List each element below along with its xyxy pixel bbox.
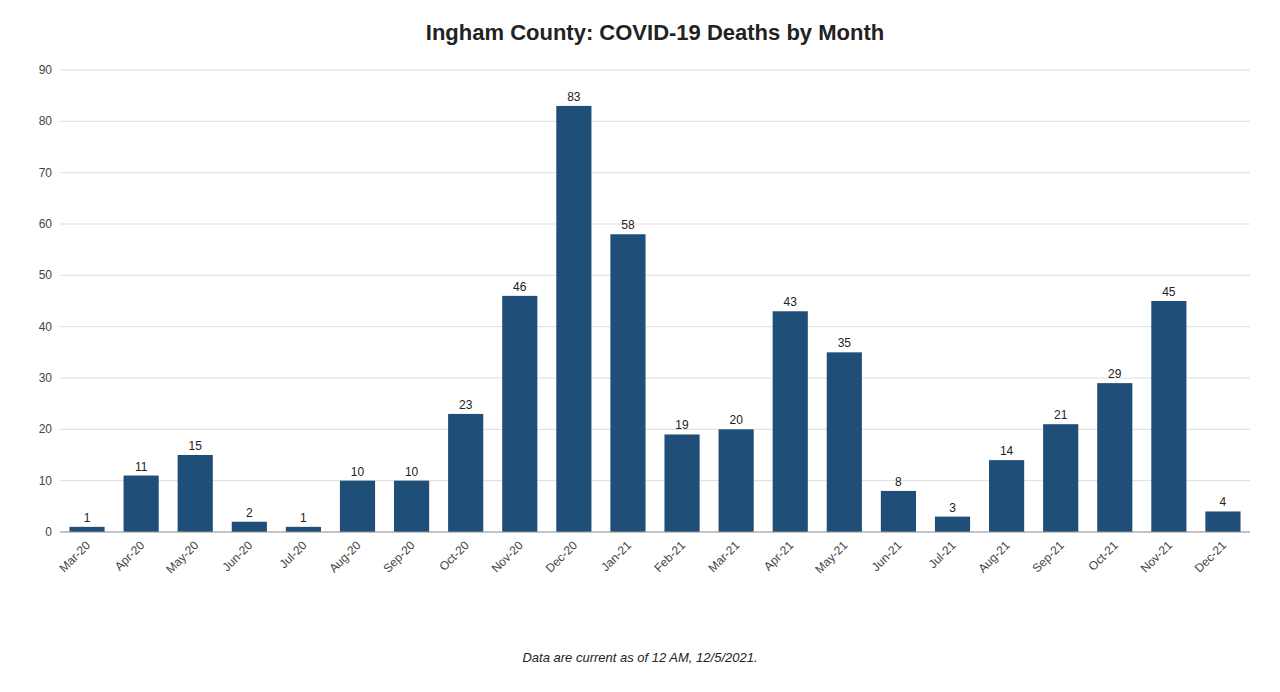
x-tick-label: Mar-21 xyxy=(705,538,742,575)
y-tick-label: 10 xyxy=(39,474,53,488)
bar xyxy=(989,460,1024,532)
chart: Ingham County: COVID-19 Deaths by Month 0… xyxy=(0,0,1280,692)
x-tick-label: Jun-20 xyxy=(220,538,256,574)
data-label: 11 xyxy=(135,460,148,474)
grid-line xyxy=(60,326,1250,327)
chart-container: Ingham County: COVID-19 Deaths by Month 0… xyxy=(0,0,1280,692)
data-label: 35 xyxy=(838,336,852,350)
x-tick-label: Mar-20 xyxy=(56,538,93,575)
x-tick-label: Sep-21 xyxy=(1030,538,1067,575)
x-tick-label: Oct-21 xyxy=(1086,538,1122,574)
data-label: 1 xyxy=(300,511,307,525)
y-tick-label: 90 xyxy=(39,63,53,77)
data-label: 20 xyxy=(729,413,743,427)
x-tick-label: Jan-21 xyxy=(598,538,634,574)
bar xyxy=(827,352,862,532)
x-tick-label: Jul-21 xyxy=(926,538,959,571)
grid-line xyxy=(60,378,1250,379)
y-tick-label: 0 xyxy=(45,525,52,539)
x-tick-label: Apr-20 xyxy=(112,538,148,574)
data-label: 43 xyxy=(784,295,798,309)
data-label: 8 xyxy=(895,475,902,489)
data-label: 4 xyxy=(1220,495,1227,509)
data-label: 10 xyxy=(351,465,365,479)
bar xyxy=(286,527,321,532)
data-label: 2 xyxy=(246,506,253,520)
y-tick-label: 60 xyxy=(39,217,53,231)
bar xyxy=(340,481,375,532)
data-label: 23 xyxy=(459,398,473,412)
grid-line xyxy=(60,172,1250,173)
bar xyxy=(664,434,699,532)
x-tick-label: May-20 xyxy=(163,538,201,576)
x-tick-label: Nov-20 xyxy=(489,538,526,575)
data-label: 83 xyxy=(567,90,581,104)
y-axis: 0 10 20 30 40 50 60 70 80 90 xyxy=(39,63,53,539)
y-tick-label: 50 xyxy=(39,268,53,282)
bar xyxy=(1043,424,1078,532)
data-label: 58 xyxy=(621,218,635,232)
x-tick-label: Dec-21 xyxy=(1192,538,1229,575)
bar xyxy=(610,234,645,532)
bar xyxy=(935,517,970,532)
bar xyxy=(773,311,808,532)
y-tick-label: 30 xyxy=(39,371,53,385)
x-axis: Mar-20 Apr-20 May-20 Jun-20 Jul-20 Aug-20 Sep-… xyxy=(56,538,1229,576)
bar xyxy=(178,455,213,532)
bar xyxy=(232,522,267,532)
footnote: Data are current as of 12 AM, 12/5/2021. xyxy=(522,650,757,665)
grid-line xyxy=(60,532,1250,533)
x-axis-line xyxy=(60,532,1250,533)
bar xyxy=(394,481,429,532)
grid-line xyxy=(60,121,1250,122)
bar xyxy=(1151,301,1186,532)
bar xyxy=(556,106,591,532)
bar xyxy=(502,296,537,532)
x-tick-label: Aug-21 xyxy=(975,538,1012,575)
data-label: 46 xyxy=(513,280,527,294)
x-tick-label: Jul-20 xyxy=(277,538,310,571)
y-tick-label: 40 xyxy=(39,320,53,334)
x-tick-label: May-21 xyxy=(812,538,850,576)
x-tick-label: Sep-20 xyxy=(380,538,417,575)
x-tick-label: Feb-21 xyxy=(651,538,688,575)
data-label: 1 xyxy=(84,511,91,525)
data-label: 15 xyxy=(189,439,203,453)
data-label: 10 xyxy=(405,465,419,479)
data-label: 19 xyxy=(675,418,689,432)
x-tick-label: Apr-21 xyxy=(761,538,797,574)
x-tick-label: Oct-20 xyxy=(436,538,472,574)
grid-line xyxy=(60,275,1250,276)
x-tick-label: Aug-20 xyxy=(326,538,363,575)
x-tick-label: Dec-20 xyxy=(543,538,580,575)
bars xyxy=(69,106,1240,532)
y-tick-label: 80 xyxy=(39,114,53,128)
data-labels: 11115211010234683581920433583142129454 xyxy=(84,90,1227,525)
x-tick-label: Jun-21 xyxy=(869,538,905,574)
x-tick-label: Nov-21 xyxy=(1138,538,1175,575)
y-tick-label: 20 xyxy=(39,422,53,436)
bar xyxy=(69,527,104,532)
bar xyxy=(124,476,159,532)
data-label: 14 xyxy=(1000,444,1014,458)
bar xyxy=(1205,511,1240,532)
data-label: 3 xyxy=(949,501,956,515)
grid-line xyxy=(60,70,1250,71)
y-tick-label: 70 xyxy=(39,166,53,180)
bar xyxy=(719,429,754,532)
grid xyxy=(60,70,1250,532)
data-label: 29 xyxy=(1108,367,1122,381)
bar xyxy=(448,414,483,532)
grid-line xyxy=(60,224,1250,225)
bar xyxy=(1097,383,1132,532)
data-label: 45 xyxy=(1162,285,1176,299)
bar xyxy=(881,491,916,532)
title: Ingham County: COVID-19 Deaths by Month xyxy=(426,20,884,45)
data-label: 21 xyxy=(1054,408,1068,422)
